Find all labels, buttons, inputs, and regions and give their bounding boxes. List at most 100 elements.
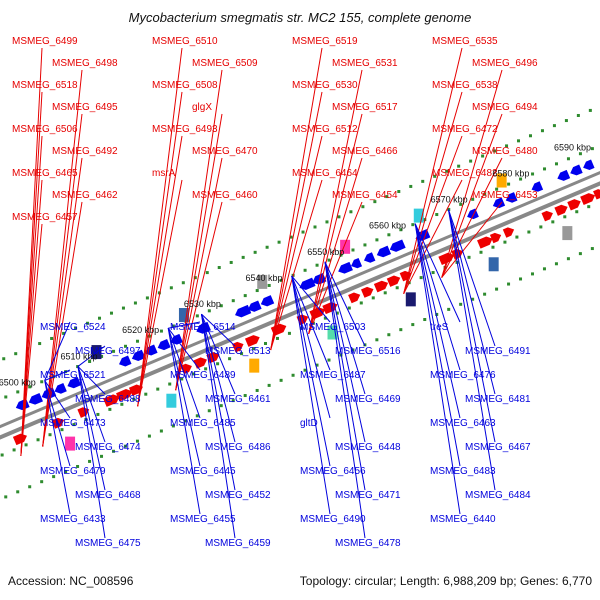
grid-dot (277, 240, 281, 244)
grid-dot (303, 268, 307, 272)
grid-dot (144, 392, 148, 396)
reverse-gene-label: MSMEG_6513 (205, 346, 271, 357)
grid-dot (219, 304, 223, 308)
feature-box (166, 393, 177, 408)
grid-dot (205, 271, 209, 275)
grid-dot (493, 149, 497, 153)
reverse-gene-line (291, 275, 331, 467)
grid-dot (527, 230, 531, 234)
grid-dot (12, 448, 16, 452)
grid-dot (399, 328, 403, 332)
grid-dot (72, 423, 76, 427)
grid-dot (135, 439, 139, 443)
grid-dot (193, 276, 197, 280)
grid-dot (531, 172, 535, 176)
grid-dot (459, 202, 463, 206)
grid-dot (590, 247, 594, 251)
forward-gene-line (175, 201, 223, 391)
accession-text: Accession: NC_008596 (8, 574, 134, 588)
reverse-gene-line (44, 321, 71, 381)
reverse-gene-line (77, 366, 106, 443)
grid-dot (578, 252, 582, 256)
reverse-feature-arrow (260, 295, 275, 307)
forward-gene-label: MSMEG_6519 (292, 36, 358, 47)
grid-dot (76, 464, 80, 468)
grid-dot (387, 233, 391, 237)
grid-dot (371, 296, 375, 300)
forward-feature-arrow (580, 193, 596, 205)
grid-dot (363, 243, 367, 247)
forward-feature-arrow (193, 357, 207, 369)
forward-gene-line (42, 157, 83, 447)
reverse-gene-line (44, 380, 71, 515)
reverse-feature-arrow (119, 355, 132, 367)
forward-gene-label: MSMEG_6457 (12, 212, 78, 223)
grid-dot (315, 263, 319, 267)
reverse-gene-label: MSMEG_6478 (335, 538, 401, 549)
grid-dot (539, 225, 543, 229)
forward-gene-line (20, 179, 43, 456)
reverse-gene-line (200, 314, 236, 443)
forward-gene-line (403, 91, 463, 294)
reverse-feature-arrow (583, 159, 595, 170)
forward-gene-label: MSMEG_6460 (192, 190, 258, 201)
grid-dot (100, 354, 104, 358)
grid-dot (207, 309, 211, 313)
reverse-gene-label: MSMEG_6489 (170, 370, 236, 381)
grid-dot (255, 289, 259, 293)
forward-gene-line (270, 91, 323, 351)
grid-dot (588, 108, 592, 112)
reverse-gene-line (324, 261, 366, 491)
grid-dot (483, 292, 487, 296)
forward-gene-line (137, 179, 183, 407)
reverse-feature-arrow (338, 261, 353, 274)
grid-dot (4, 395, 8, 399)
grid-dot (576, 113, 580, 117)
reverse-gene-label: MSMEG_6491 (465, 346, 531, 357)
reverse-gene-label: MSMEG_6471 (335, 490, 401, 501)
forward-feature-arrow (232, 341, 244, 353)
grid-dot (351, 348, 355, 352)
forward-gene-line (175, 113, 223, 391)
forward-gene-line (270, 179, 323, 351)
grid-dot (578, 152, 582, 156)
grid-dot (337, 215, 341, 219)
grid-dot (327, 258, 331, 262)
scale-tick-label: 6590 kbp (554, 142, 591, 152)
grid-dot (231, 299, 235, 303)
reverse-gene-line (167, 328, 201, 515)
grid-dot (563, 215, 567, 219)
grid-dot (431, 271, 435, 275)
scale-tick-label: 6560 kbp (369, 221, 406, 231)
grid-dot (16, 390, 20, 394)
forward-gene-label: MSMEG_6517 (332, 102, 398, 113)
grid-dot (459, 302, 463, 306)
reverse-gene-line (447, 209, 496, 347)
grid-dot (60, 428, 64, 432)
grid-dot (411, 223, 415, 227)
grid-dot (279, 378, 283, 382)
grid-dot (111, 449, 115, 453)
reverse-gene-line (291, 275, 331, 323)
grid-dot (124, 344, 128, 348)
forward-feature-arrow (348, 292, 361, 304)
reverse-gene-label: MSMEG_6481 (465, 394, 531, 405)
grid-dot (375, 238, 379, 242)
grid-dot (471, 297, 475, 301)
reverse-gene-label: MSMEG_6488 (75, 394, 141, 405)
grid-dot (554, 262, 558, 266)
grid-dot (528, 134, 532, 138)
forward-feature-arrow (541, 210, 553, 222)
grid-dot (231, 399, 235, 403)
grid-dot (229, 260, 233, 264)
reverse-gene-line (414, 223, 461, 419)
grid-dot (123, 444, 127, 448)
reverse-gene-label: MSMEG_6459 (205, 538, 271, 549)
reverse-feature-arrow (351, 257, 363, 269)
forward-gene-line (270, 135, 323, 351)
grid-dot (435, 213, 439, 217)
forward-gene-line (137, 91, 183, 407)
grid-dot (375, 338, 379, 342)
grid-dot (361, 205, 365, 209)
grid-dot (243, 394, 247, 398)
